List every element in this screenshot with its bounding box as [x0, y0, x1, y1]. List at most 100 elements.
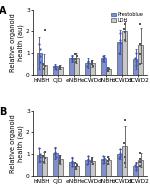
- Point: [44, 157, 46, 160]
- Bar: [85, 63, 90, 75]
- Point: [102, 57, 104, 61]
- Point: [139, 53, 142, 56]
- Point: [119, 32, 122, 35]
- Bar: [69, 162, 74, 176]
- Point: [75, 164, 78, 167]
- Point: [135, 52, 137, 55]
- Point: [134, 164, 137, 167]
- Bar: [69, 58, 74, 75]
- Point: [39, 155, 41, 158]
- Y-axis label: Relative organoid
health (au): Relative organoid health (au): [11, 13, 24, 71]
- Point: [108, 67, 110, 70]
- Point: [59, 68, 61, 71]
- Bar: [117, 42, 122, 75]
- Point: [70, 159, 73, 163]
- Y-axis label: Relative organoid
health (au): Relative organoid health (au): [11, 114, 24, 172]
- Bar: [37, 53, 42, 75]
- Bar: [42, 157, 47, 176]
- Point: [54, 146, 56, 149]
- Bar: [58, 67, 63, 75]
- Point: [86, 159, 89, 163]
- Point: [54, 153, 57, 156]
- Point: [43, 67, 45, 70]
- Point: [119, 148, 122, 151]
- Point: [59, 154, 62, 157]
- Point: [102, 155, 104, 158]
- Point: [86, 158, 89, 161]
- Point: [91, 159, 94, 162]
- Bar: [53, 153, 58, 176]
- Point: [39, 55, 41, 58]
- Point: [44, 29, 46, 32]
- Point: [44, 65, 46, 68]
- Point: [135, 166, 138, 169]
- Point: [119, 42, 122, 45]
- Point: [91, 60, 93, 63]
- Point: [71, 55, 74, 58]
- Bar: [37, 155, 42, 176]
- Point: [118, 151, 121, 155]
- Point: [54, 65, 56, 68]
- Point: [59, 65, 61, 68]
- Point: [102, 159, 104, 162]
- Point: [92, 65, 94, 68]
- Bar: [85, 160, 90, 176]
- Bar: [101, 58, 106, 75]
- Point: [102, 161, 104, 164]
- Point: [91, 61, 94, 64]
- Point: [123, 22, 126, 25]
- Point: [38, 43, 40, 46]
- Point: [75, 61, 77, 64]
- Bar: [138, 160, 143, 176]
- Legend: Prestoblue, LDH: Prestoblue, LDH: [110, 11, 145, 24]
- Point: [91, 160, 94, 163]
- Point: [124, 31, 126, 34]
- Bar: [53, 66, 58, 75]
- Point: [86, 61, 89, 64]
- Point: [55, 156, 57, 159]
- Bar: [106, 69, 111, 75]
- Point: [139, 43, 141, 46]
- Point: [38, 146, 40, 149]
- Point: [92, 162, 94, 165]
- Point: [106, 159, 109, 163]
- Point: [85, 162, 88, 165]
- Point: [75, 57, 77, 61]
- Point: [59, 159, 61, 162]
- Bar: [58, 159, 63, 176]
- Bar: [133, 166, 138, 176]
- Point: [85, 64, 88, 67]
- Point: [139, 157, 141, 160]
- Point: [75, 166, 77, 169]
- Point: [54, 66, 57, 69]
- Point: [139, 62, 141, 65]
- Point: [59, 64, 62, 67]
- Bar: [138, 45, 143, 75]
- Point: [124, 38, 126, 41]
- Point: [103, 157, 105, 160]
- Point: [54, 150, 56, 153]
- Point: [135, 60, 138, 63]
- Point: [107, 69, 109, 72]
- Bar: [90, 63, 95, 75]
- Bar: [74, 58, 79, 75]
- Point: [123, 28, 125, 31]
- Bar: [106, 160, 111, 176]
- Point: [74, 162, 77, 165]
- Bar: [74, 166, 79, 176]
- Point: [118, 157, 120, 160]
- Point: [44, 151, 46, 154]
- Text: B: B: [0, 107, 6, 117]
- Point: [91, 63, 94, 66]
- Bar: [133, 59, 138, 75]
- Point: [134, 57, 137, 60]
- Point: [135, 63, 137, 66]
- Point: [91, 156, 93, 159]
- Point: [43, 160, 45, 163]
- Point: [71, 164, 74, 168]
- Point: [103, 56, 105, 59]
- Text: A: A: [0, 6, 6, 16]
- Point: [54, 64, 56, 67]
- Point: [87, 155, 90, 158]
- Point: [139, 22, 141, 25]
